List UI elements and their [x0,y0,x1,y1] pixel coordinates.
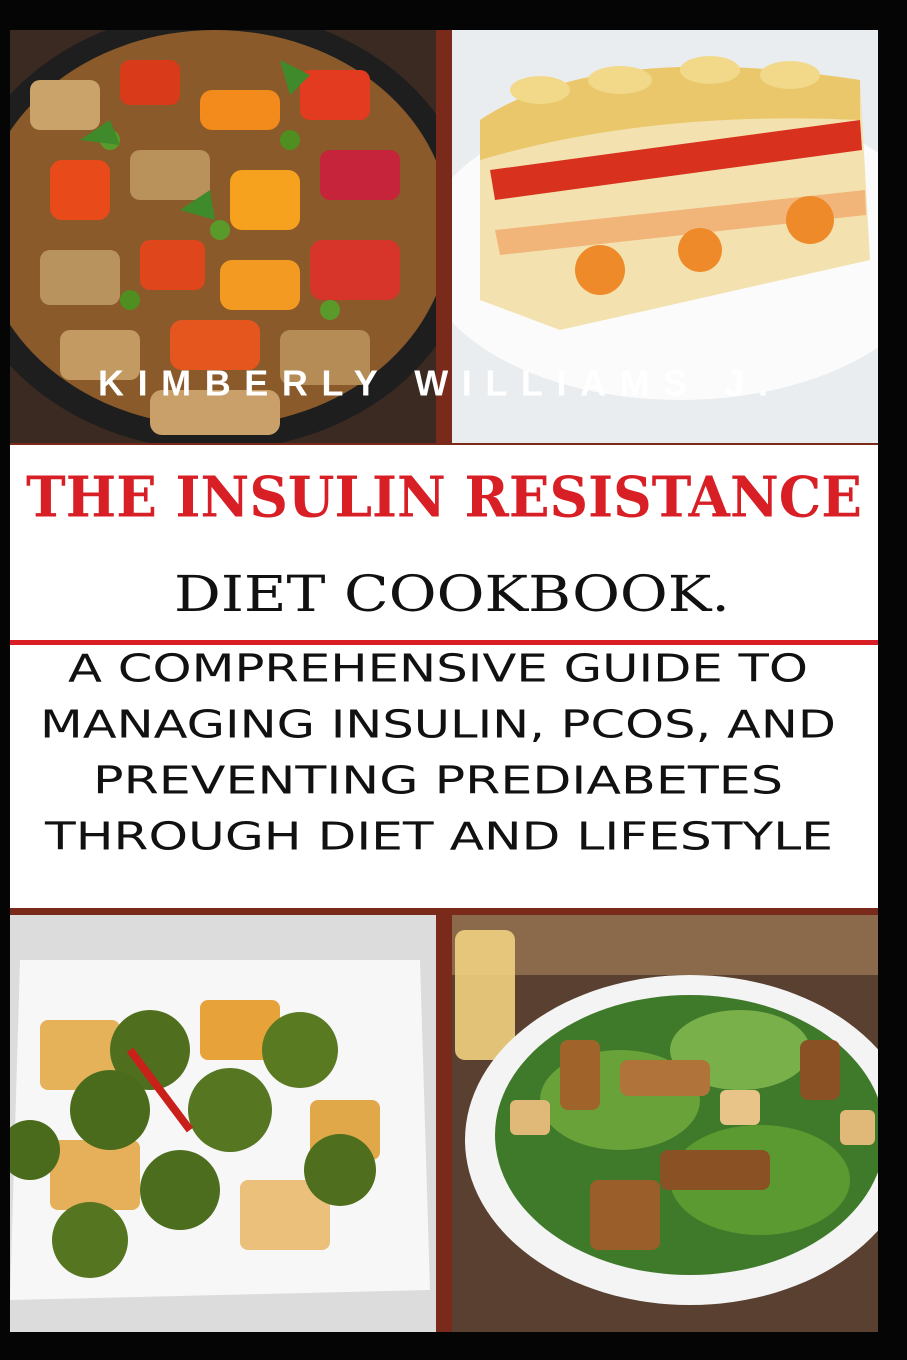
photo-detail [680,56,740,84]
photo-detail [120,290,140,310]
photo-detail [50,1140,140,1210]
photo-detail [10,915,436,1332]
photo-detail [452,915,878,1332]
photo-detail [495,190,866,255]
photo-detail [120,60,180,105]
photo-detail [110,1010,190,1090]
photo-lasagna [452,30,878,443]
photo-detail [310,240,400,300]
photo-detail [452,915,878,975]
subtitle-line: A COMPREHENSIVE GUIDE TO [68,647,808,691]
photo-detail [300,70,370,120]
photo-detail [30,60,400,435]
title-panel [10,445,878,908]
photo-detail [60,330,140,380]
photo-detail [52,1202,128,1278]
photo-detail [280,60,310,95]
photo-detail [188,1068,272,1152]
photo-detail [452,30,878,443]
photo-detail [480,66,860,160]
photo-detail [30,80,100,130]
photo-detail [40,250,120,305]
photo-detail [140,240,205,290]
photo-detail [800,1040,840,1100]
photo-detail [620,1060,710,1096]
photo-detail [170,320,260,370]
photo-detail [575,245,625,295]
photo-detail [760,61,820,89]
photo-detail [70,1070,150,1150]
photo-detail [180,190,215,220]
photo-detail [130,150,210,200]
title-line: DIET COOKBOOK. [174,565,730,623]
photo-detail [200,90,280,130]
photo-detail [660,1150,770,1190]
photo-detail [10,1000,380,1278]
photo-salad [452,915,878,1332]
photo-broccoli [10,915,436,1332]
photo-detail [10,30,436,443]
photo-detail [150,390,280,435]
photo-detail [220,260,300,310]
photo-detail [280,130,300,150]
photo-detail [210,220,230,240]
divider [10,640,878,645]
photo-detail [510,76,570,104]
photo-detail [80,120,120,145]
photo-detail [10,1120,60,1180]
photo-detail [320,150,400,200]
photo-detail [560,1040,600,1110]
photo-detail [678,228,722,272]
photo-detail [510,1100,550,1135]
subtitle-line: PREVENTING PREDIABETES [93,759,783,803]
photo-detail [230,170,300,230]
photo-detail [720,1090,760,1125]
subtitle-line: MANAGING INSULIN, PCOS, AND [40,703,836,747]
photo-detail [786,196,834,244]
photo-detail [240,1180,330,1250]
photo-detail [280,330,370,385]
photo-detail [490,120,862,200]
photo-detail [320,300,340,320]
title-line: THE INSULIN RESISTANCE [26,465,862,531]
photo-detail [50,160,110,220]
photo-detail [588,66,652,94]
subtitle-line: THROUGH DIET AND LIFESTYLE [44,815,833,859]
photo-detail [126,1047,194,1133]
photo-stir-fry [10,30,436,443]
photo-detail [840,1110,875,1145]
photo-detail [200,1000,280,1060]
photo-detail [455,930,515,1060]
photo-detail [590,1180,660,1250]
photo-detail [262,1012,338,1088]
photo-detail [304,1134,376,1206]
photo-detail [140,1150,220,1230]
